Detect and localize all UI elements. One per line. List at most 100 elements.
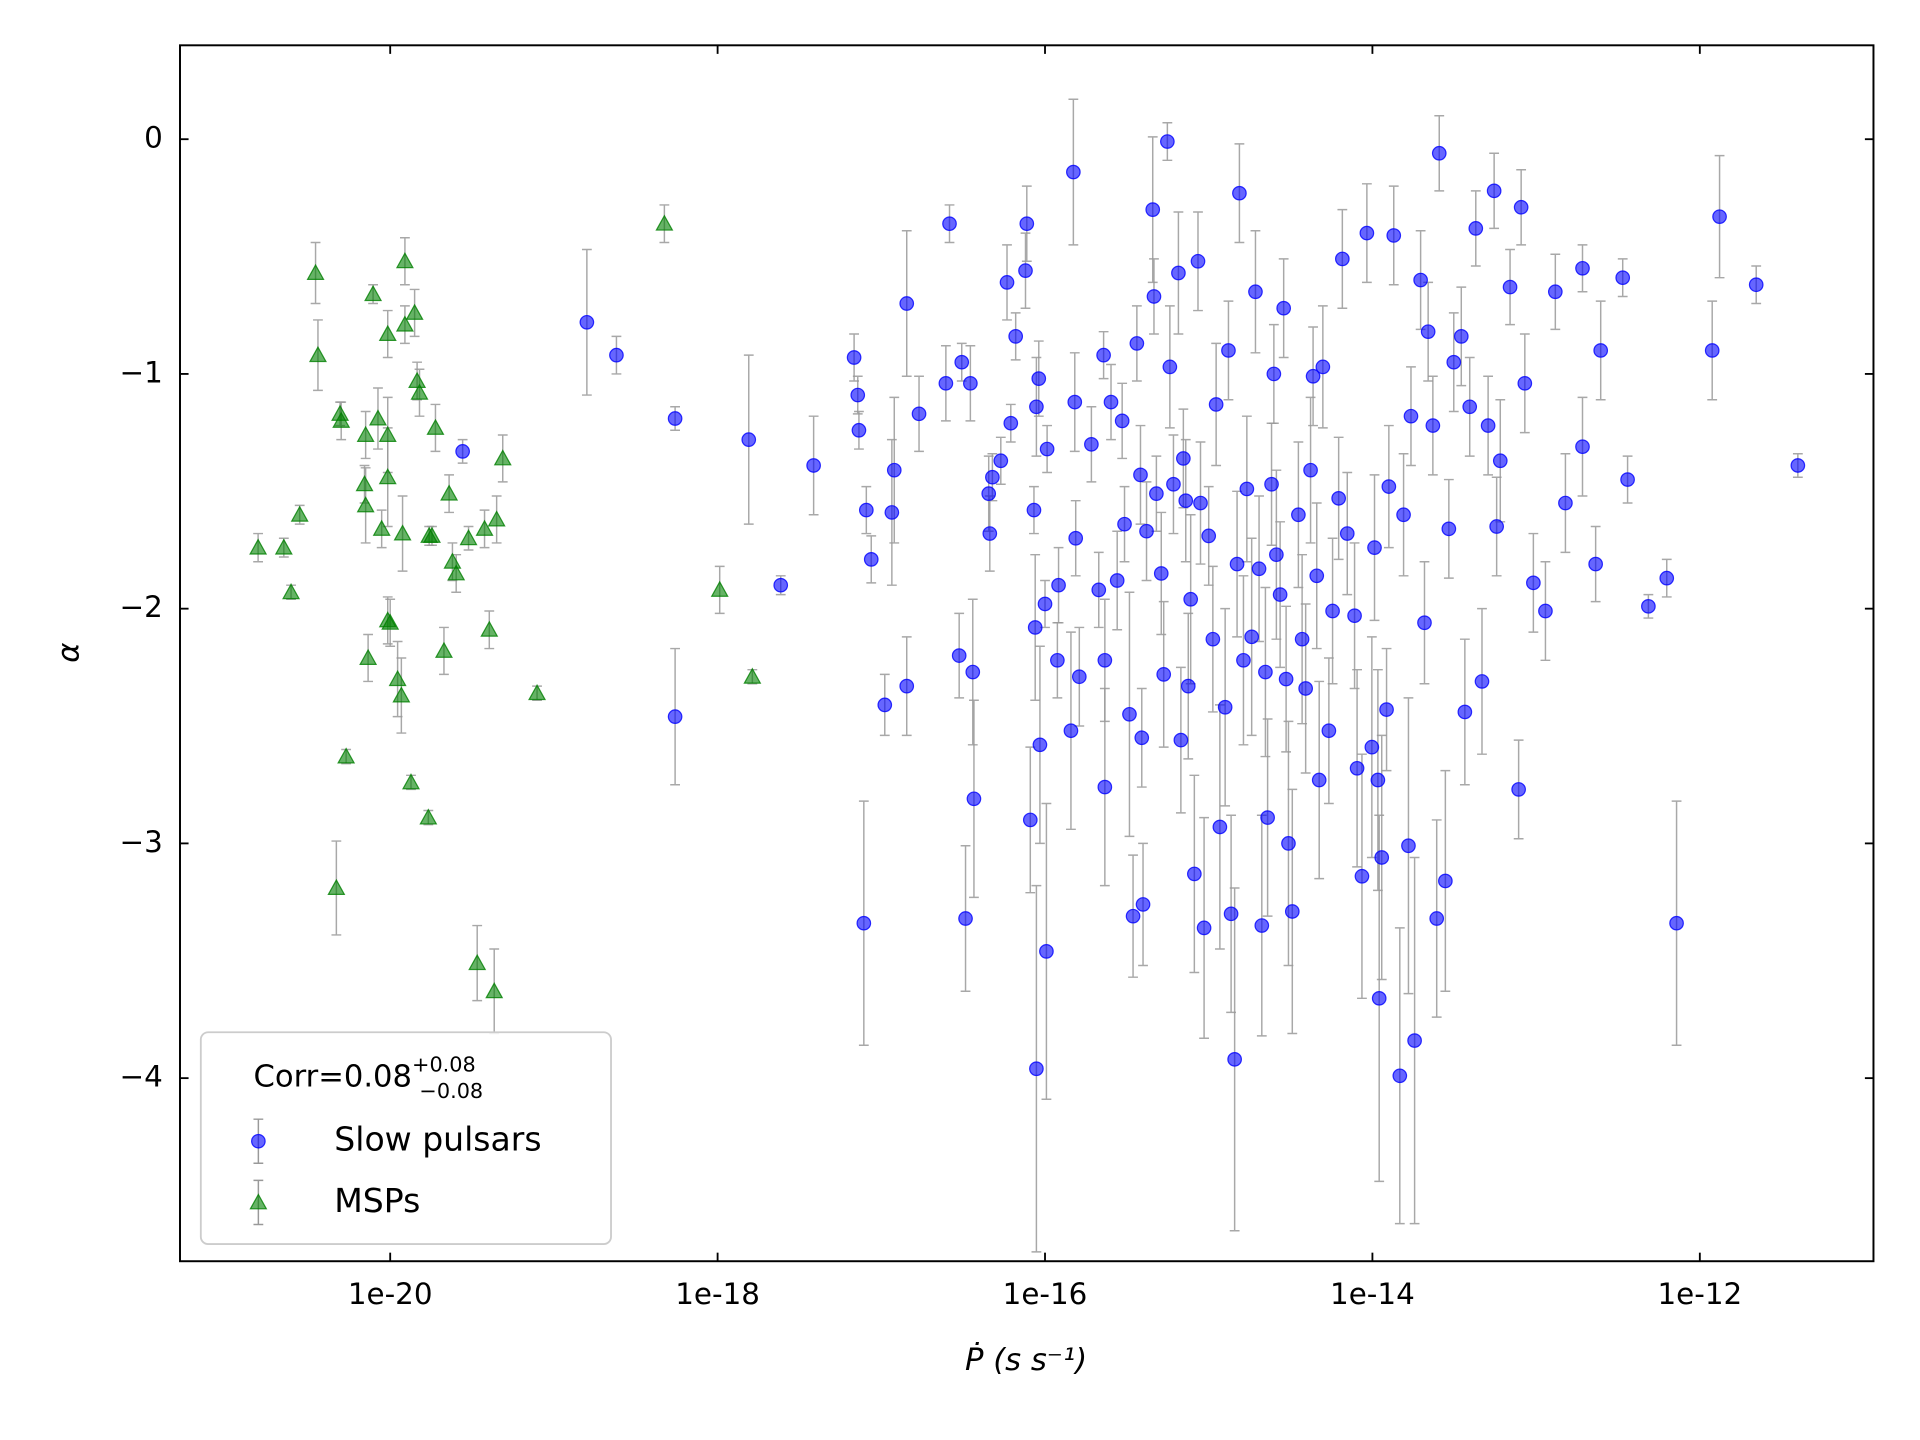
circle-marker — [1156, 667, 1172, 682]
circle-marker — [1276, 300, 1292, 316]
circle-marker — [1413, 272, 1428, 288]
circle-marker — [1266, 366, 1282, 382]
triangle-marker — [410, 383, 429, 400]
circle-marker — [942, 216, 957, 232]
triangle-marker — [378, 467, 397, 485]
circle-marker — [1712, 209, 1727, 225]
circle-marker — [1269, 547, 1284, 563]
circle-marker — [667, 709, 683, 724]
circle-marker — [1125, 908, 1141, 924]
circle-marker — [886, 462, 902, 478]
circle-marker — [951, 648, 967, 663]
triangle-marker — [388, 669, 407, 687]
triangle-marker — [364, 284, 383, 302]
circle-marker — [1489, 519, 1505, 534]
triangle-marker — [468, 953, 487, 971]
circle-marker — [911, 406, 927, 422]
circle-marker — [1149, 486, 1164, 501]
circle-marker — [1364, 739, 1380, 755]
triangle-marker — [459, 529, 478, 546]
circle-marker — [1178, 493, 1194, 509]
circle-marker — [1354, 868, 1370, 884]
triangle-marker — [395, 315, 414, 332]
triangle-marker — [356, 496, 375, 513]
triangle-marker — [274, 538, 293, 555]
circle-marker — [999, 275, 1015, 290]
circle-marker — [982, 526, 998, 541]
circle-marker — [1066, 164, 1081, 180]
circle-marker — [1029, 1061, 1044, 1077]
circle-marker — [1669, 915, 1684, 931]
circle-marker — [1641, 598, 1656, 614]
circle-marker — [1303, 462, 1318, 478]
circle-marker — [1166, 476, 1181, 492]
circle-marker — [1244, 629, 1260, 645]
triangle-marker — [355, 475, 374, 492]
legend-title: Corr=0.08+0.08 −0.08 — [253, 1052, 483, 1103]
triangle-marker — [395, 252, 414, 269]
triangle-marker — [392, 686, 411, 703]
circle-marker — [1538, 603, 1553, 619]
circle-marker — [1474, 674, 1490, 689]
circle-marker — [1492, 453, 1508, 469]
triangle-marker — [378, 324, 397, 342]
circle-marker — [899, 678, 915, 694]
axes-frame — [179, 44, 1875, 1263]
circle-marker — [1349, 760, 1365, 776]
triangle-marker — [487, 510, 506, 527]
y-tick-label: −2 — [120, 590, 163, 624]
circle-marker — [1370, 772, 1386, 788]
legend-frame — [199, 1031, 612, 1245]
circle-marker — [1462, 399, 1478, 415]
circle-marker — [1547, 284, 1563, 300]
circle-marker — [1153, 566, 1169, 581]
circle-marker — [1431, 145, 1447, 161]
circle-marker — [963, 375, 978, 391]
circle-marker — [938, 375, 954, 391]
circle-marker — [1063, 723, 1079, 739]
circle-marker — [1264, 476, 1279, 492]
circle-marker — [1134, 730, 1150, 746]
circle-marker — [846, 350, 862, 365]
circle-marker — [958, 911, 973, 926]
circle-marker — [1212, 819, 1228, 835]
circle-marker — [1441, 521, 1457, 537]
triangle-marker — [308, 345, 327, 363]
circle-marker — [1139, 523, 1154, 539]
triangle-marker — [402, 773, 421, 790]
circle-marker — [1704, 343, 1720, 358]
circle-marker — [1190, 253, 1206, 269]
triangle-marker — [356, 425, 375, 442]
triangle-marker — [655, 214, 674, 231]
circle-marker — [1031, 371, 1047, 386]
legend-title-sub: −0.08 — [419, 1079, 483, 1103]
triangle-marker — [485, 982, 504, 999]
circle-marker — [1029, 399, 1044, 415]
circle-marker — [993, 453, 1009, 469]
circle-marker — [1022, 812, 1038, 828]
circle-marker — [1278, 671, 1294, 687]
circle-marker — [455, 444, 470, 459]
x-tick-label: 1e-20 — [348, 1277, 433, 1311]
circle-marker — [1027, 620, 1043, 635]
circle-marker — [850, 387, 866, 403]
circle-marker — [884, 505, 900, 520]
triangle-marker — [493, 449, 512, 466]
triangle-marker — [743, 667, 762, 684]
circle-marker — [1037, 596, 1053, 612]
circle-marker — [1588, 556, 1603, 572]
circle-marker — [1180, 678, 1196, 694]
circle-marker — [1236, 652, 1251, 668]
circle-marker — [1502, 279, 1518, 295]
circle-marker — [1480, 418, 1496, 433]
circle-marker — [1117, 516, 1132, 532]
x-tick-label: 1e-16 — [1003, 1277, 1088, 1311]
circle-marker — [1331, 490, 1347, 506]
circle-marker — [1403, 408, 1419, 424]
circle-marker — [1381, 479, 1397, 494]
circle-marker — [1018, 263, 1033, 278]
circle-marker — [1420, 324, 1436, 340]
circle-marker — [1615, 270, 1631, 286]
